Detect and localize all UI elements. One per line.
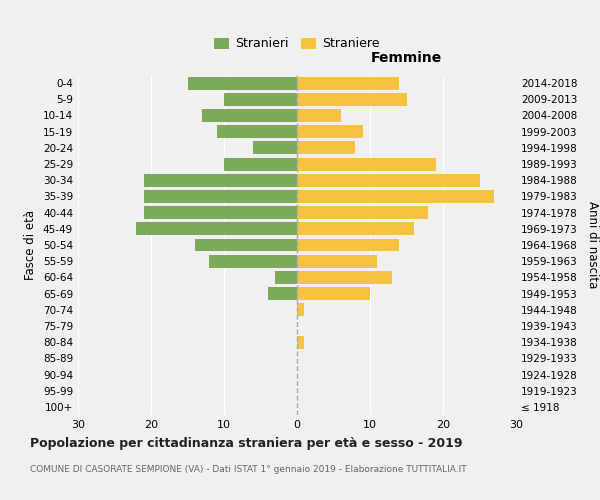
Y-axis label: Anni di nascita: Anni di nascita (586, 202, 599, 288)
Bar (136, 222, 297, 235)
Bar (224, 93, 297, 106)
Bar (297, 158, 436, 170)
Bar (297, 222, 414, 235)
Bar (297, 304, 304, 316)
Bar (297, 93, 407, 106)
Bar (297, 125, 363, 138)
Bar (188, 76, 297, 90)
Bar (209, 254, 297, 268)
Bar (202, 109, 297, 122)
Bar (195, 238, 297, 252)
Bar (144, 190, 297, 203)
Bar (217, 125, 297, 138)
Text: Femmine: Femmine (371, 51, 442, 65)
Bar (297, 238, 399, 252)
Bar (144, 206, 297, 219)
Bar (297, 76, 399, 90)
Bar (297, 142, 355, 154)
Bar (297, 206, 428, 219)
Bar (297, 336, 304, 348)
Bar (144, 174, 297, 186)
Legend: Stranieri, Straniere: Stranieri, Straniere (210, 34, 384, 54)
Bar (224, 158, 297, 170)
Bar (297, 109, 341, 122)
Bar (297, 190, 494, 203)
Bar (297, 271, 392, 284)
Text: Popolazione per cittadinanza straniera per età e sesso - 2019: Popolazione per cittadinanza straniera p… (30, 438, 463, 450)
Y-axis label: Fasce di età: Fasce di età (25, 210, 37, 280)
Bar (275, 271, 297, 284)
Bar (297, 287, 370, 300)
Bar (268, 287, 297, 300)
Bar (253, 142, 297, 154)
Text: COMUNE DI CASORATE SEMPIONE (VA) - Dati ISTAT 1° gennaio 2019 - Elaborazione TUT: COMUNE DI CASORATE SEMPIONE (VA) - Dati … (30, 466, 467, 474)
Bar (297, 174, 479, 186)
Bar (297, 254, 377, 268)
